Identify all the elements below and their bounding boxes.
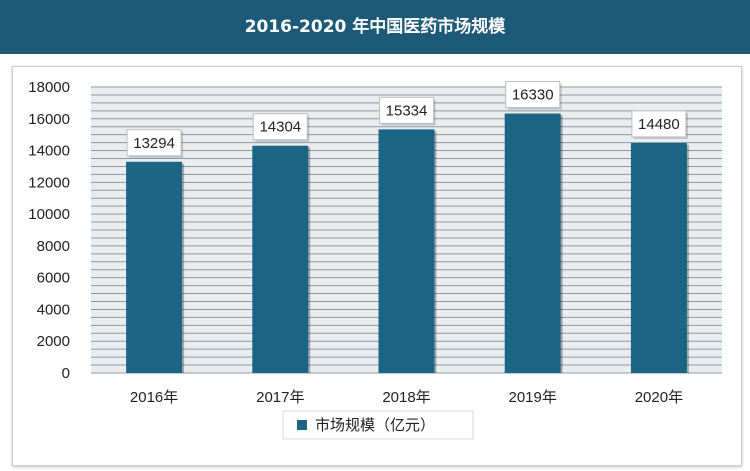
x-category-label: 2016年 [130,389,178,406]
y-tick-label: 2000 [37,333,70,350]
chart-title: 2016-2020 年中国医药市场规模 [244,17,506,37]
y-tick-label: 16000 [28,111,70,128]
y-tick-label: 4000 [37,301,70,318]
bar [630,142,687,373]
y-tick-label: 18000 [28,79,70,96]
y-tick-label: 10000 [28,206,70,223]
bar [378,129,435,373]
data-label-box [379,96,434,124]
x-category-label: 2020年 [635,389,683,406]
bar [126,161,183,373]
data-label: 13294 [133,135,175,152]
data-label-box [252,113,308,141]
legend-swatch [297,420,307,430]
x-category-label: 2017年 [256,389,304,406]
data-label: 14304 [259,119,301,136]
x-category-label: 2019年 [509,389,557,406]
data-label-box [631,110,687,138]
y-tick-label: 6000 [37,270,70,287]
data-label-box [126,129,182,157]
chart-header: 2016-2020 年中国医药市场规模 [0,0,750,54]
y-tick-label: 8000 [37,238,70,255]
y-tick-label: 0 [62,365,70,382]
y-tick-label: 14000 [28,143,70,160]
bar [504,113,561,373]
data-label: 15334 [386,102,428,119]
data-label: 14480 [638,116,680,133]
legend-label: 市场规模（亿元） [315,416,435,434]
x-category-label: 2018年 [382,389,430,406]
data-label-box [505,81,561,109]
data-label: 16330 [512,87,554,104]
bar [252,145,309,373]
legend-box [282,410,474,440]
y-tick-label: 12000 [28,174,70,191]
